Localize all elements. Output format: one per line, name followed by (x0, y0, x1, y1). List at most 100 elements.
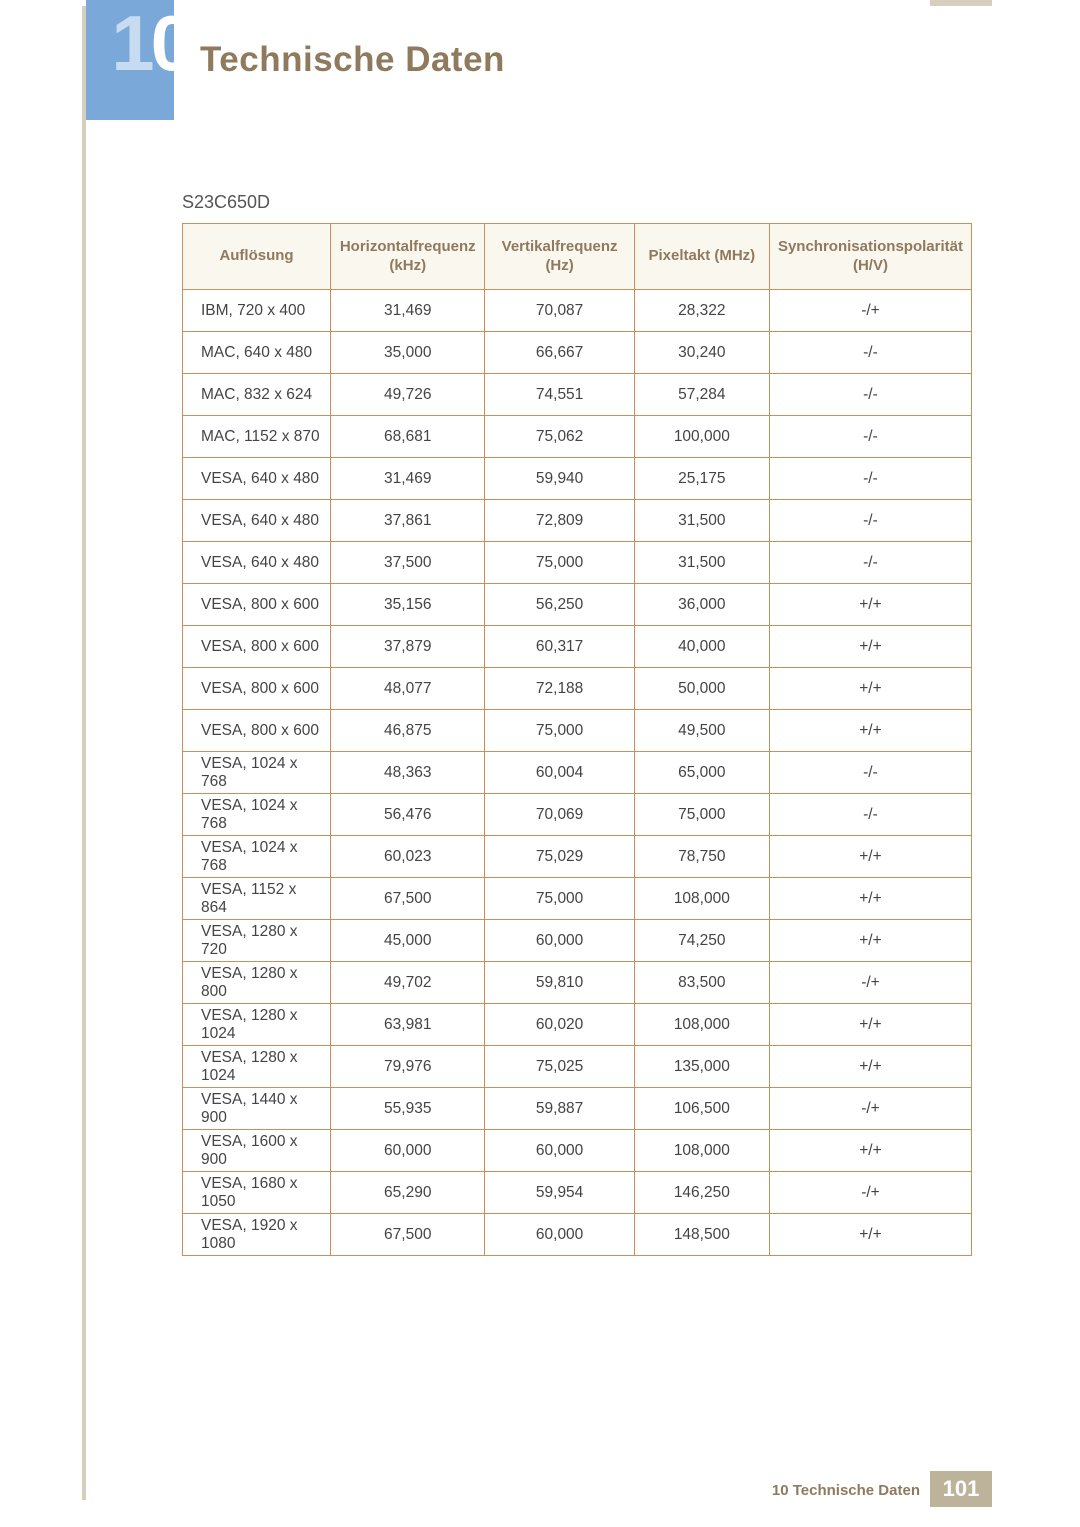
table-cell: 37,861 (331, 500, 485, 542)
table-cell: VESA, 640 x 480 (183, 458, 331, 500)
table-cell: -/- (769, 416, 971, 458)
left-accent-bar (82, 6, 86, 1500)
table-cell: 75,000 (485, 542, 634, 584)
table-cell: 48,363 (331, 752, 485, 794)
table-cell: 60,000 (485, 920, 634, 962)
table-cell: 28,322 (634, 290, 769, 332)
table-cell: -/+ (769, 962, 971, 1004)
table-cell: +/+ (769, 878, 971, 920)
table-cell: 30,240 (634, 332, 769, 374)
table-cell: 31,500 (634, 542, 769, 584)
table-cell: 59,810 (485, 962, 634, 1004)
chapter-number-ones: 0 (151, 0, 190, 87)
table-cell: VESA, 640 x 480 (183, 500, 331, 542)
table-cell: 75,029 (485, 836, 634, 878)
table-cell: 40,000 (634, 626, 769, 668)
table-row: MAC, 832 x 62449,72674,55157,284-/- (183, 374, 972, 416)
table-cell: 83,500 (634, 962, 769, 1004)
table-cell: VESA, 1440 x 900 (183, 1088, 331, 1130)
model-name: S23C650D (182, 192, 270, 213)
table-cell: 31,469 (331, 290, 485, 332)
table-row: VESA, 1280 x 80049,70259,81083,500-/+ (183, 962, 972, 1004)
table-cell: 36,000 (634, 584, 769, 626)
top-right-accent (930, 0, 992, 6)
table-cell: 25,175 (634, 458, 769, 500)
table-row: VESA, 1024 x 76848,36360,00465,000-/- (183, 752, 972, 794)
table-cell: IBM, 720 x 400 (183, 290, 331, 332)
table-row: VESA, 640 x 48037,86172,80931,500-/- (183, 500, 972, 542)
table-cell: 60,000 (485, 1130, 634, 1172)
table-row: VESA, 1600 x 90060,00060,000108,000+/+ (183, 1130, 972, 1172)
table-cell: 31,500 (634, 500, 769, 542)
table-cell: MAC, 640 x 480 (183, 332, 331, 374)
table-row: VESA, 640 x 48037,50075,00031,500-/- (183, 542, 972, 584)
table-cell: VESA, 1024 x 768 (183, 752, 331, 794)
table-cell: -/- (769, 500, 971, 542)
table-cell: 78,750 (634, 836, 769, 878)
table-cell: VESA, 1920 x 1080 (183, 1214, 331, 1256)
table-cell: 59,954 (485, 1172, 634, 1214)
table-cell: +/+ (769, 1214, 971, 1256)
page-number: 101 (930, 1471, 992, 1507)
table-cell: 100,000 (634, 416, 769, 458)
table-cell: +/+ (769, 1046, 971, 1088)
table-cell: -/+ (769, 290, 971, 332)
table-header-row: Auflösung Horizontalfrequenz (kHz) Verti… (183, 224, 972, 290)
table-cell: VESA, 1024 x 768 (183, 836, 331, 878)
col-header-pixelclock: Pixeltakt (MHz) (634, 224, 769, 290)
table-cell: 60,023 (331, 836, 485, 878)
table-cell: 135,000 (634, 1046, 769, 1088)
table-cell: +/+ (769, 836, 971, 878)
table-cell: -/- (769, 458, 971, 500)
table-cell: 63,981 (331, 1004, 485, 1046)
table-cell: -/- (769, 752, 971, 794)
table-row: VESA, 800 x 60048,07772,18850,000+/+ (183, 668, 972, 710)
table-cell: 50,000 (634, 668, 769, 710)
table-cell: 60,000 (331, 1130, 485, 1172)
table-cell: +/+ (769, 668, 971, 710)
table-row: VESA, 1680 x 105065,29059,954146,250-/+ (183, 1172, 972, 1214)
table-cell: 75,000 (634, 794, 769, 836)
table-cell: 60,004 (485, 752, 634, 794)
table-cell: 72,188 (485, 668, 634, 710)
table-cell: 79,976 (331, 1046, 485, 1088)
table-row: VESA, 1280 x 102463,98160,020108,000+/+ (183, 1004, 972, 1046)
table-row: VESA, 640 x 48031,46959,94025,175-/- (183, 458, 972, 500)
table-cell: 37,879 (331, 626, 485, 668)
table-cell: 49,500 (634, 710, 769, 752)
table-cell: 56,476 (331, 794, 485, 836)
table-cell: 46,875 (331, 710, 485, 752)
table-cell: 74,551 (485, 374, 634, 416)
table-cell: 57,284 (634, 374, 769, 416)
table-cell: 65,290 (331, 1172, 485, 1214)
table-cell: 35,156 (331, 584, 485, 626)
table-row: VESA, 800 x 60037,87960,31740,000+/+ (183, 626, 972, 668)
table-cell: +/+ (769, 1004, 971, 1046)
col-header-hfreq: Horizontalfrequenz (kHz) (331, 224, 485, 290)
table-cell: VESA, 1024 x 768 (183, 794, 331, 836)
table-cell: 148,500 (634, 1214, 769, 1256)
table-cell: 56,250 (485, 584, 634, 626)
table-cell: +/+ (769, 1130, 971, 1172)
chapter-number: 10 (60, 4, 190, 82)
table-cell: 59,887 (485, 1088, 634, 1130)
table-cell: 75,025 (485, 1046, 634, 1088)
table-cell: 49,702 (331, 962, 485, 1004)
col-header-resolution: Auflösung (183, 224, 331, 290)
table-cell: 108,000 (634, 1130, 769, 1172)
table-cell: -/+ (769, 1172, 971, 1214)
table-cell: 70,087 (485, 290, 634, 332)
chapter-number-tens: 1 (111, 0, 150, 87)
table-cell: 60,000 (485, 1214, 634, 1256)
table-cell: -/- (769, 794, 971, 836)
table-cell: 67,500 (331, 1214, 485, 1256)
table-cell: -/+ (769, 1088, 971, 1130)
table-cell: VESA, 640 x 480 (183, 542, 331, 584)
table-cell: 75,000 (485, 710, 634, 752)
table-cell: +/+ (769, 920, 971, 962)
spec-table: Auflösung Horizontalfrequenz (kHz) Verti… (182, 223, 972, 1256)
table-cell: +/+ (769, 584, 971, 626)
table-cell: 108,000 (634, 878, 769, 920)
table-cell: +/+ (769, 626, 971, 668)
table-row: VESA, 1440 x 90055,93559,887106,500-/+ (183, 1088, 972, 1130)
